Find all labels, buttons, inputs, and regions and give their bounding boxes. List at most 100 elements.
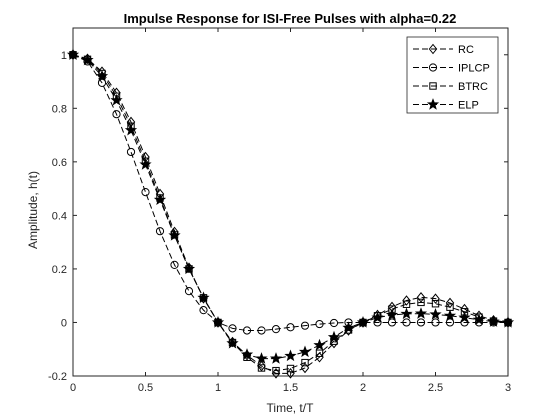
data-point <box>153 193 167 206</box>
x-axis: 0 0.5 1 1.5 2 2.5 3 <box>70 28 511 394</box>
data-point <box>240 348 254 360</box>
data-point <box>429 307 442 320</box>
series-elp <box>66 48 515 364</box>
legend-box <box>406 36 499 114</box>
data-point <box>139 158 152 170</box>
x-tick-label: 1.5 <box>283 382 298 394</box>
x-axis-label: Time, t/T <box>267 401 315 415</box>
data-point <box>95 69 109 82</box>
data-point <box>431 293 440 304</box>
data-point <box>286 364 295 373</box>
series-rc <box>68 49 513 379</box>
y-tick-label: 0.6 <box>52 157 67 169</box>
data-point <box>199 306 208 315</box>
data-point <box>211 316 225 328</box>
data-point <box>141 187 150 197</box>
data-point <box>97 78 107 87</box>
data-point <box>298 345 312 358</box>
data-point <box>458 311 471 323</box>
y-tick-label: 0.4 <box>52 210 67 222</box>
y-axis: -0.2 0 0.2 0.4 0.6 0.8 1 <box>48 50 508 383</box>
data-point <box>402 300 411 308</box>
x-tick-label: 0 <box>70 382 76 394</box>
x-tick-label: 0.5 <box>138 382 153 394</box>
series-layer <box>66 48 515 379</box>
data-point <box>342 321 355 334</box>
data-point <box>184 287 194 296</box>
y-tick-label: 0.2 <box>52 264 67 276</box>
x-tick-label: 3 <box>505 382 511 394</box>
legend-marker <box>429 82 437 90</box>
data-point <box>402 295 411 306</box>
legend-entry-elp: ELP <box>413 98 479 112</box>
data-point <box>315 351 324 363</box>
data-point <box>226 336 239 349</box>
y-tick-label: 1 <box>61 50 67 62</box>
data-point <box>66 48 80 60</box>
data-point <box>272 366 280 375</box>
legend-marker <box>428 43 438 55</box>
data-point <box>385 308 399 321</box>
legend-label: ELP <box>458 100 479 112</box>
data-point <box>228 336 237 348</box>
data-point <box>414 307 428 319</box>
legend-marker <box>426 98 440 110</box>
data-point <box>168 229 181 241</box>
x-tick-label: 2.5 <box>428 382 443 394</box>
data-point <box>257 364 266 372</box>
data-point <box>182 262 196 275</box>
data-point <box>487 315 500 327</box>
data-point <box>387 318 397 327</box>
data-point <box>197 291 210 304</box>
data-point <box>329 318 339 328</box>
data-point <box>170 260 179 270</box>
data-point <box>371 311 384 323</box>
legend-marker <box>428 63 438 72</box>
data-point <box>443 309 457 321</box>
data-point <box>124 123 138 136</box>
data-point <box>315 319 324 329</box>
data-point <box>329 337 339 349</box>
data-point <box>327 330 341 343</box>
data-point <box>416 318 426 327</box>
data-point <box>416 291 426 303</box>
legend-entry-iplcp: IPLCP <box>413 63 490 75</box>
data-point <box>228 324 237 333</box>
data-point <box>417 298 425 307</box>
data-point <box>110 93 123 106</box>
legend-entry-btrc: BTRC <box>413 81 488 93</box>
legend-label: RC <box>458 44 474 56</box>
y-tick-label: -0.2 <box>48 371 67 383</box>
x-tick-label: 1 <box>215 382 221 394</box>
data-point <box>301 358 309 367</box>
y-tick-label: 0.8 <box>52 103 67 115</box>
chart-title: Impulse Response for ISI-Free Pulses wit… <box>124 11 457 26</box>
data-point <box>431 300 440 308</box>
x-tick-label: 2 <box>360 382 366 394</box>
data-point <box>269 352 283 364</box>
data-point <box>271 368 281 379</box>
data-point <box>155 227 165 236</box>
legend: RC IPLCP BTRC ELP <box>406 36 499 114</box>
data-point <box>112 110 121 119</box>
data-point <box>242 326 252 335</box>
data-point <box>431 318 440 327</box>
data-point <box>257 326 266 335</box>
data-point <box>286 323 295 332</box>
data-point <box>83 53 92 65</box>
legend-entry-rc: RC <box>413 43 474 56</box>
data-point <box>126 147 136 157</box>
data-point <box>445 318 455 327</box>
data-point <box>472 313 486 325</box>
legend-label: IPLCP <box>458 63 490 75</box>
y-tick-label: 0 <box>61 317 67 329</box>
data-point <box>315 349 324 357</box>
data-point <box>300 362 310 374</box>
series-line <box>72 54 509 374</box>
legend-label: BTRC <box>458 81 488 93</box>
y-axis-label: Amplitude, h(t) <box>26 171 40 249</box>
data-point <box>400 307 413 320</box>
data-point <box>271 325 281 334</box>
data-point <box>402 318 411 327</box>
